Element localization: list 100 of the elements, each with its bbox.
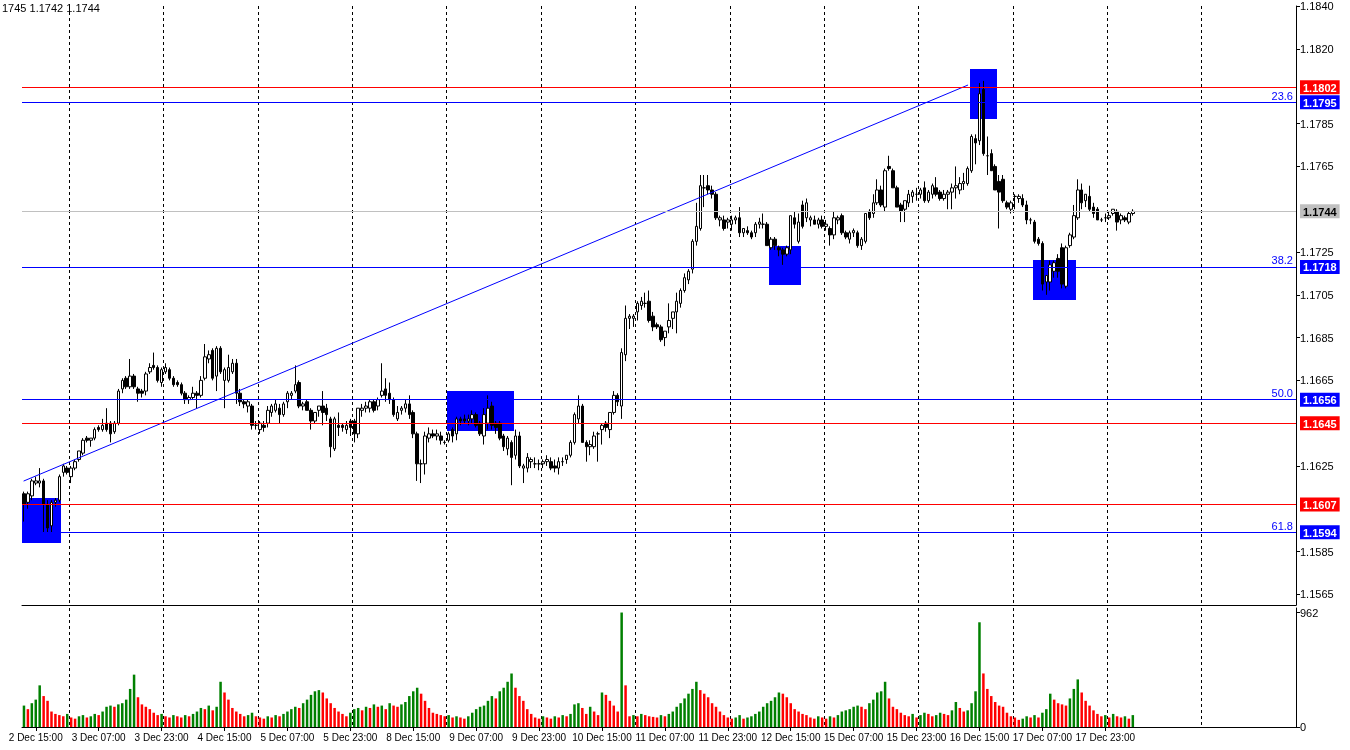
ref-line-label: 1.1795: [1303, 96, 1337, 109]
bar: [573, 704, 576, 727]
bar: [274, 715, 277, 727]
candlestick: [364, 401, 368, 413]
candlestick: [1041, 240, 1044, 292]
x-tick-label: 8 Dec 15:00: [386, 731, 441, 743]
bar: [1088, 705, 1091, 727]
candlestick: [22, 491, 26, 523]
bar: [919, 715, 922, 727]
bar: [624, 685, 627, 727]
bar: [577, 703, 580, 727]
candlestick: [817, 217, 820, 229]
y-tick-label: 1.1725: [1300, 246, 1334, 259]
bar: [467, 716, 470, 727]
bar: [1041, 712, 1044, 727]
bar: [1025, 716, 1028, 727]
candlestick: [675, 292, 678, 334]
ref-line-label: 1.1607: [1303, 498, 1337, 511]
bar: [270, 717, 273, 727]
ref-line-label: 1.1594: [1303, 526, 1338, 539]
bar: [223, 692, 226, 727]
candlestick: [726, 217, 730, 229]
ref-line-label: 1.1744: [1303, 205, 1338, 218]
x-tick-label: 15 Dec 07:00: [823, 731, 884, 743]
candlestick: [463, 414, 466, 424]
ref-line-label: 1.1645: [1303, 417, 1337, 430]
candlestick: [856, 230, 859, 249]
bar: [1104, 715, 1107, 727]
bar: [58, 715, 61, 727]
bar: [113, 706, 116, 727]
candlestick: [1033, 219, 1036, 244]
candlestick: [345, 420, 348, 435]
candlestick: [848, 230, 851, 244]
x-tick-label: 4 Dec 15:00: [197, 731, 252, 743]
bar: [396, 706, 399, 727]
bar: [447, 715, 450, 727]
bar: [219, 681, 222, 727]
x-tick-label: 3 Dec 07:00: [71, 731, 127, 743]
candlestick: [467, 414, 470, 426]
candlestick: [455, 416, 458, 441]
y-tick-label: 1.1705: [1300, 288, 1334, 301]
bar: [46, 700, 49, 727]
ref-line-label: 1.1656: [1303, 394, 1337, 407]
candlestick: [840, 213, 844, 236]
bar: [451, 717, 454, 727]
y-tick-label: 1.1785: [1300, 117, 1334, 130]
candlestick: [746, 225, 749, 236]
bar: [235, 711, 238, 727]
bar: [907, 716, 910, 727]
bar: [868, 703, 871, 727]
x-tick-label: 5 Dec 07:00: [260, 731, 315, 743]
bar: [42, 696, 45, 727]
y-tick-label: 1.1820: [1300, 42, 1334, 55]
y-tick-label: 1.1665: [1300, 374, 1334, 387]
bar: [172, 715, 175, 727]
candlestick: [203, 343, 207, 381]
bar: [856, 705, 859, 727]
bar: [675, 706, 678, 727]
bar: [282, 713, 285, 727]
bar: [636, 716, 639, 727]
bar: [738, 715, 741, 727]
bar: [750, 716, 753, 727]
bar: [1037, 717, 1040, 727]
annotation: 50.0: [1271, 387, 1293, 400]
bar: [510, 673, 513, 727]
candlestick: [266, 405, 270, 428]
bar: [801, 713, 804, 727]
bar: [923, 712, 926, 727]
annotation: 23.6: [1271, 89, 1293, 102]
bar: [695, 681, 698, 727]
bar: [463, 718, 466, 727]
bar: [581, 707, 584, 727]
bar: [388, 703, 391, 727]
bar: [817, 716, 820, 727]
candlestick: [545, 454, 549, 467]
bar: [294, 706, 297, 727]
candlestick: [136, 386, 140, 403]
annotation: 61.8: [1271, 519, 1293, 532]
bar: [93, 713, 96, 727]
x-tick-label: 12 Dec 15:00: [760, 731, 821, 743]
bar: [809, 717, 812, 727]
candlestick: [549, 456, 553, 471]
bar: [742, 718, 745, 727]
candlestick: [380, 362, 384, 398]
candlestick: [1127, 210, 1131, 225]
bar: [1033, 715, 1036, 727]
candlestick: [754, 221, 757, 238]
bar: [101, 711, 104, 727]
bar: [160, 713, 163, 727]
candlestick: [356, 407, 360, 439]
candlestick: [235, 358, 238, 405]
bar: [152, 712, 155, 727]
candlestick: [781, 247, 785, 266]
bar: [915, 717, 918, 727]
candlestick: [923, 180, 926, 204]
bar: [278, 716, 281, 727]
ref-line-label: 1.1718: [1303, 261, 1337, 274]
candlestick: [553, 459, 557, 473]
candlestick: [372, 399, 376, 413]
bar: [38, 685, 41, 727]
